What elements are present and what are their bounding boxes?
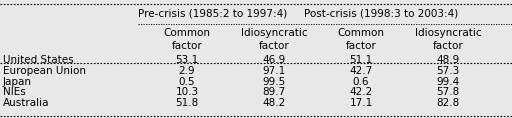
Text: Japan: Japan xyxy=(3,77,32,87)
Text: 82.8: 82.8 xyxy=(436,98,460,108)
Text: 42.7: 42.7 xyxy=(349,66,373,76)
Text: 42.2: 42.2 xyxy=(349,87,373,97)
Text: NIEs: NIEs xyxy=(3,87,25,97)
Text: 48.2: 48.2 xyxy=(262,98,286,108)
Text: Idiosyncratic
factor: Idiosyncratic factor xyxy=(415,28,481,51)
Text: 57.3: 57.3 xyxy=(436,66,460,76)
Text: 89.7: 89.7 xyxy=(262,87,286,97)
Text: 51.8: 51.8 xyxy=(175,98,199,108)
Text: United States: United States xyxy=(3,55,73,65)
Text: 48.9: 48.9 xyxy=(436,55,460,65)
Text: 99.5: 99.5 xyxy=(262,77,286,87)
Text: Common
factor: Common factor xyxy=(163,28,210,51)
Text: Common
factor: Common factor xyxy=(337,28,385,51)
Text: 46.9: 46.9 xyxy=(262,55,286,65)
Text: 2.9: 2.9 xyxy=(179,66,195,76)
Text: 51.1: 51.1 xyxy=(349,55,373,65)
Text: Pre-crisis (1985:2 to 1997:4): Pre-crisis (1985:2 to 1997:4) xyxy=(138,8,287,18)
Text: 10.3: 10.3 xyxy=(175,87,199,97)
Text: 0.5: 0.5 xyxy=(179,77,195,87)
Text: 53.1: 53.1 xyxy=(175,55,199,65)
Text: Australia: Australia xyxy=(3,98,49,108)
Text: Idiosyncratic
factor: Idiosyncratic factor xyxy=(241,28,307,51)
Text: 0.6: 0.6 xyxy=(353,77,369,87)
Text: 57.8: 57.8 xyxy=(436,87,460,97)
Text: 17.1: 17.1 xyxy=(349,98,373,108)
Text: 99.4: 99.4 xyxy=(436,77,460,87)
Text: 97.1: 97.1 xyxy=(262,66,286,76)
Text: European Union: European Union xyxy=(3,66,86,76)
Text: Post-crisis (1998:3 to 2003:4): Post-crisis (1998:3 to 2003:4) xyxy=(304,8,459,18)
